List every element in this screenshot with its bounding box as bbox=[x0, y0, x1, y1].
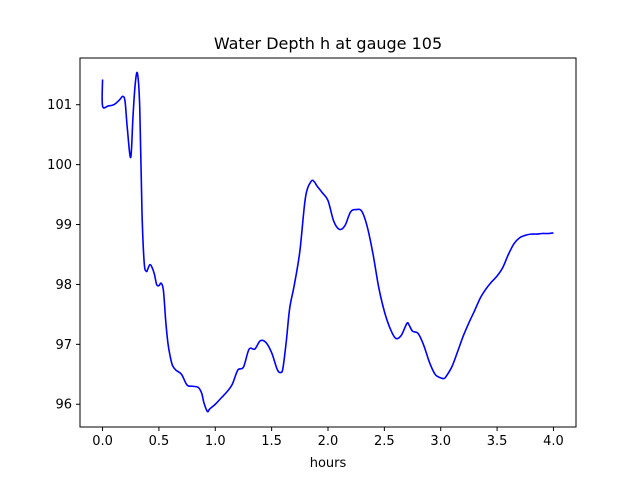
x-tick-label: 1.0 bbox=[205, 434, 226, 449]
x-tick-label: 1.5 bbox=[261, 434, 282, 449]
y-tick-label: 99 bbox=[55, 218, 72, 233]
series-layer bbox=[101, 71, 554, 413]
y-tick-label: 98 bbox=[55, 278, 72, 293]
x-tick-label: 2.5 bbox=[374, 434, 395, 449]
chart-title: Water Depth h at gauge 105 bbox=[214, 34, 442, 53]
x-tick-label: 4.0 bbox=[543, 434, 564, 449]
x-tick-label: 0.5 bbox=[149, 434, 170, 449]
water-depth-line bbox=[101, 71, 554, 413]
plot-area bbox=[80, 58, 576, 427]
x-tick-label: 3.0 bbox=[430, 434, 451, 449]
y-tick-label: 101 bbox=[47, 98, 72, 113]
y-tick-label: 96 bbox=[55, 398, 72, 413]
x-tick-label: 0.0 bbox=[92, 434, 113, 449]
plot-frame bbox=[79, 57, 577, 428]
x-tick-label: 2.0 bbox=[318, 434, 339, 449]
x-tick-label: 3.5 bbox=[487, 434, 508, 449]
y-tick-label: 97 bbox=[55, 338, 72, 353]
y-tick-label: 100 bbox=[47, 158, 72, 173]
x-axis-label: hours bbox=[310, 456, 347, 471]
ticks-layer: 0.0 0.5 1.0 1.5 2.0 2.5 3.0 3.5 4.0 96 97 98 99 100 10… bbox=[47, 98, 564, 449]
